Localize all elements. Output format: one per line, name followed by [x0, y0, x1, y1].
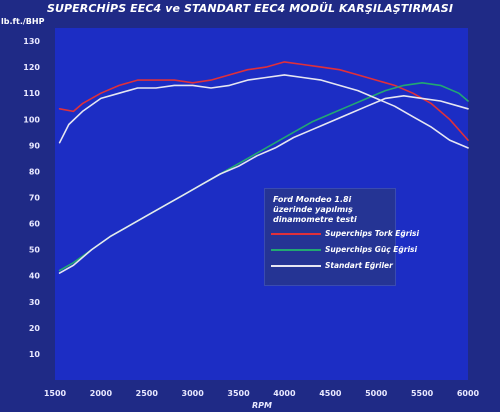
x-tick-label: 2500 [136, 389, 159, 398]
y-tick-label: 50 [29, 246, 41, 255]
x-tick-label: 4500 [319, 389, 342, 398]
x-tick-label: 5500 [411, 389, 434, 398]
legend-item-tork: Superchips Tork Eğrisi [271, 229, 419, 239]
plot-area [55, 28, 468, 380]
legend-title: Ford Mondeo 1.8i üzerinde yapılmış dinam… [273, 195, 357, 224]
x-tick-label: 3500 [227, 389, 250, 398]
legend-label-tork: Superchips Tork Eğrisi [325, 229, 420, 238]
legend-swatch-standart [271, 265, 321, 267]
x-tick-label: 6000 [457, 389, 480, 398]
x-tick-label: 2000 [90, 389, 113, 398]
series-line-3 [58, 95, 469, 274]
y-tick-label: 120 [23, 63, 40, 72]
y-tick-label: 60 [29, 220, 41, 229]
legend-label-standart: Standart Eğriler [325, 261, 393, 270]
legend-swatch-tork [271, 233, 321, 235]
y-tick-label: 90 [29, 141, 41, 150]
y-tick-label: 30 [29, 298, 41, 307]
y-axis-label: lb.ft./BHP [1, 17, 45, 26]
chart-title: SUPERCHİPS EEC4 ve STANDART EEC4 MODÜL K… [46, 2, 454, 15]
legend-item-guc: Superchips Güç Eğrisi [271, 245, 417, 255]
y-tick-label: 110 [23, 89, 40, 98]
legend-label-guc: Superchips Güç Eğrisi [325, 245, 418, 254]
series-line-2 [58, 74, 469, 149]
x-tick-label: 1500 [44, 389, 67, 398]
y-tick-label: 100 [23, 115, 40, 124]
y-tick-label: 70 [29, 193, 41, 202]
y-tick-label: 40 [29, 272, 41, 281]
y-tick-label: 130 [23, 37, 40, 46]
y-tick-label: 10 [29, 350, 41, 359]
y-tick-label: 80 [29, 167, 41, 176]
legend-item-standart: Standart Eğriler [271, 261, 395, 271]
x-tick-label: 4000 [273, 389, 296, 398]
legend: Ford Mondeo 1.8i üzerinde yapılmış dinam… [264, 188, 419, 286]
y-tick-label: 20 [29, 324, 41, 333]
x-axis-label: RPM [252, 401, 272, 410]
legend-swatch-guc [271, 249, 321, 251]
x-tick-label: 3000 [182, 389, 205, 398]
x-tick-label: 5000 [365, 389, 388, 398]
